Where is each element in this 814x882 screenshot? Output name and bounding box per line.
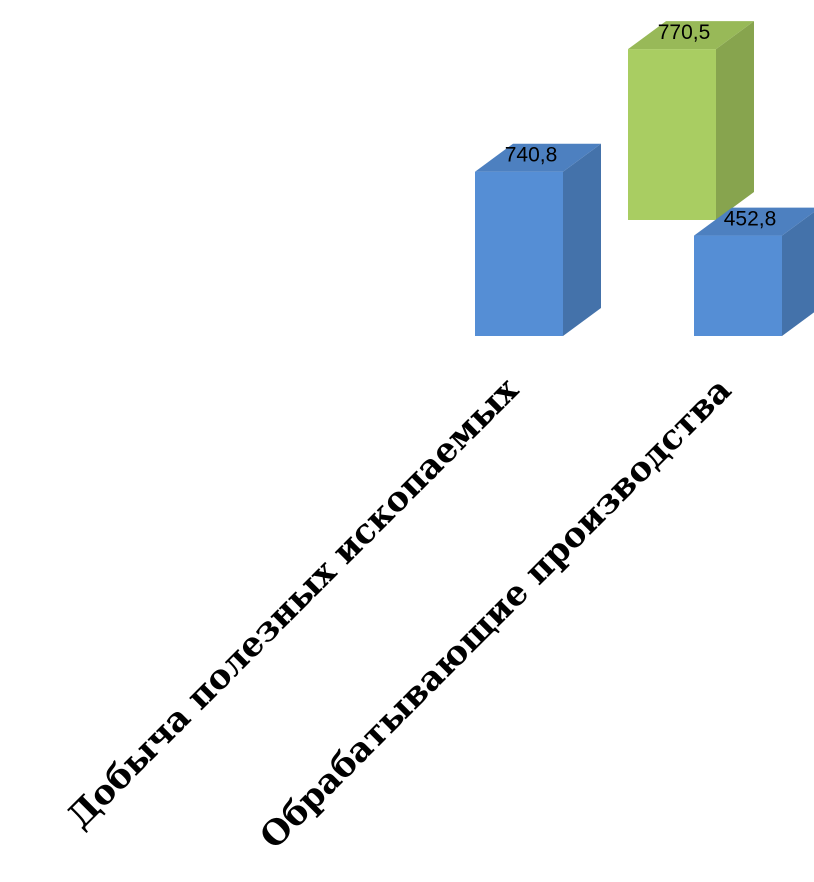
bar-side [782,211,814,336]
data-label-2: 770,5 [658,21,711,44]
bar-side [716,21,754,220]
bar-front [694,235,782,336]
bar-front [628,49,716,220]
category-label-2: Обрабатывающие производства [252,370,739,857]
category-label-1: Добыча полезных ископаемых [60,370,527,837]
data-labels: 740,8 770,5 452,8 [505,21,777,230]
category-labels: Добыча полезных ископаемыхОбрабатывающие… [60,370,740,857]
bar-2 [628,21,754,220]
bar-front [475,171,563,336]
data-label-3: 452,8 [724,208,777,231]
bar-1 [475,143,601,336]
bar-top [694,207,814,236]
data-label-1: 740,8 [505,144,558,167]
bar-top [628,21,754,50]
bars [475,21,814,336]
bar-top [475,143,601,172]
bar-side [563,143,601,336]
bar-3 [694,207,814,336]
